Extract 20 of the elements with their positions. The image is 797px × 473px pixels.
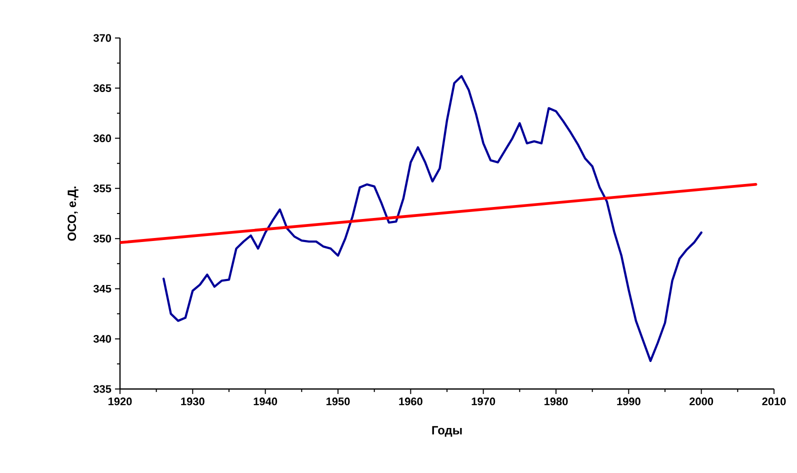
x-axis-title: Годы: [432, 426, 462, 437]
y-tick-label: 360: [93, 134, 112, 142]
x-tick-label: 1970: [472, 398, 496, 406]
y-tick-label: 335: [93, 385, 112, 393]
x-tick-label: 1940: [254, 398, 278, 406]
x-tick-label: 1930: [181, 398, 204, 406]
y-tick-label: 355: [93, 184, 112, 192]
x-tick-label: 2010: [762, 398, 786, 406]
y-axis-title: ОСО, е.Д.: [68, 186, 78, 241]
x-tick-label: 2000: [690, 398, 714, 406]
y-tick-label: 350: [93, 234, 112, 242]
y-tick-label: 340: [93, 334, 112, 343]
x-tick-label: 1990: [617, 398, 640, 406]
x-tick-label: 1920: [108, 398, 132, 406]
y-tick-label: 365: [93, 84, 112, 92]
x-tick-label: 1980: [544, 398, 568, 406]
y-tick-label: 345: [93, 284, 112, 293]
y-tick-label: 370: [93, 34, 112, 42]
x-tick-label: 1960: [399, 398, 422, 406]
x-tick-label: 1950: [326, 398, 350, 406]
